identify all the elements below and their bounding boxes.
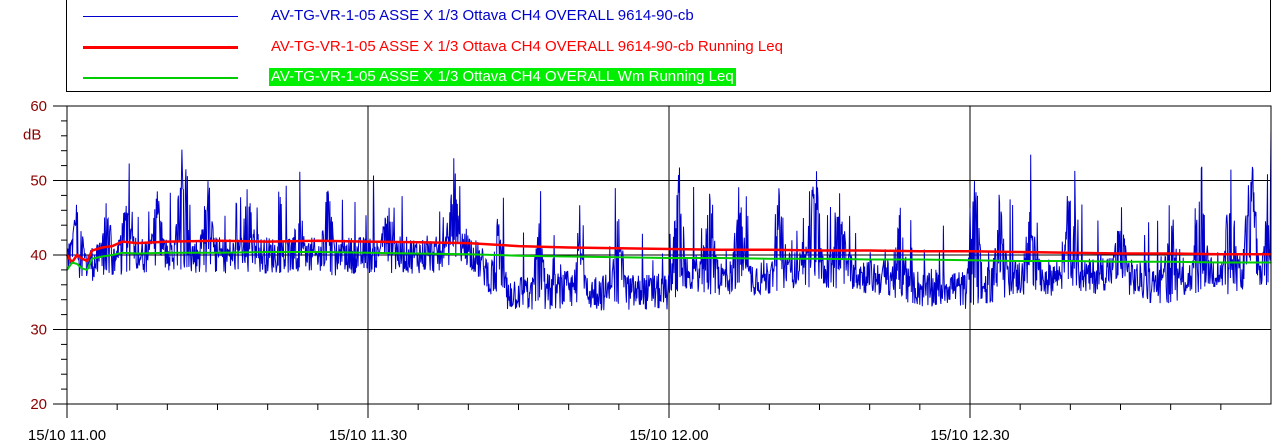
x-tick-label-0: 15/10 11.00 (28, 427, 106, 444)
legend-entry-running-leq: AV-TG-VR-1-05 ASSE X 1/3 Ottava CH4 OVER… (67, 37, 1270, 57)
legend-swatch-wm-running-leq (83, 77, 238, 79)
x-tick-label-2: 15/10 12.00 (629, 427, 708, 444)
legend-label-running-leq: AV-TG-VR-1-05 ASSE X 1/3 Ottava CH4 OVER… (271, 38, 783, 55)
x-tick-label-1: 15/10 11.30 (329, 427, 407, 444)
series-line-wm-running-leq (66, 251, 1271, 272)
legend-entry-wm-running-leq: AV-TG-VR-1-05 ASSE X 1/3 Ottava CH4 OVER… (67, 67, 1270, 87)
y-tick-label-2: 40 (30, 247, 47, 264)
y-axis-label: dB (23, 127, 41, 144)
legend-swatch-raw (83, 16, 238, 17)
series-line-raw (66, 128, 1272, 311)
legend: AV-TG-VR-1-05 ASSE X 1/3 Ottava CH4 OVER… (66, 0, 1271, 92)
legend-swatch-running-leq (83, 46, 238, 49)
x-tick-label-3: 15/10 12.30 (930, 427, 1009, 444)
y-tick-label-3: 50 (30, 173, 47, 190)
y-tick-label-0: 20 (30, 396, 47, 413)
series-layer (65, 128, 1272, 311)
x-axis-ticks: 15/10 11.00 15/10 11.30 15/10 12.00 15/10 1… (28, 404, 1010, 444)
legend-entry-raw: AV-TG-VR-1-05 ASSE X 1/3 Ottava CH4 OVER… (67, 6, 1270, 26)
y-axis-ticks: 20 30 40 50 60 (30, 98, 67, 413)
y-tick-label-1: 30 (30, 322, 47, 339)
series-line-running-leq (65, 239, 1271, 265)
legend-label-raw: AV-TG-VR-1-05 ASSE X 1/3 Ottava CH4 OVER… (271, 7, 694, 24)
minor-ticks (61, 120, 1222, 410)
legend-label-wm-running-leq: AV-TG-VR-1-05 ASSE X 1/3 Ottava CH4 OVER… (269, 68, 736, 86)
y-tick-label-4: 60 (30, 98, 47, 115)
